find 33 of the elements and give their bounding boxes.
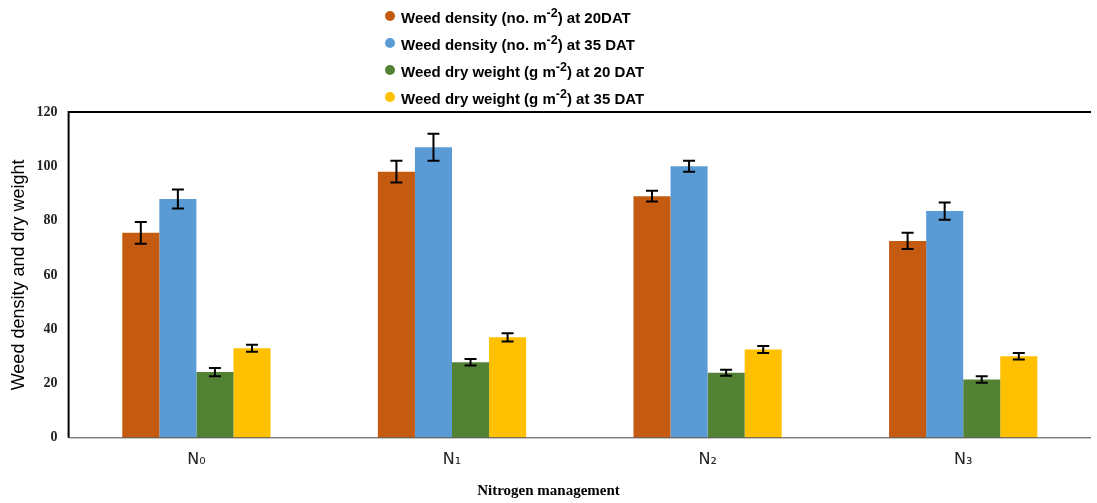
bar [159, 198, 197, 438]
bar [452, 362, 490, 438]
bar [889, 240, 927, 438]
y-tick-label: 100 [36, 157, 58, 173]
x-tick-label: N₂ [698, 448, 717, 468]
bar [414, 147, 452, 438]
bar [963, 379, 1001, 438]
x-axis-title: Nitrogen management [476, 482, 621, 499]
legend-label: Weed density (no. m$^{-2}$) at 35 DAT [401, 32, 635, 55]
legend-label: Weed density (no. m$^{-2}$) at 20DAT [401, 5, 631, 28]
bar [633, 196, 671, 438]
bar [122, 232, 160, 438]
x-tick-label: N₀ [187, 448, 206, 468]
bar [233, 348, 271, 438]
bar [744, 349, 782, 438]
y-axis-title: Weed density and dry weight [7, 159, 28, 391]
x-tick-label: N₃ [954, 448, 973, 468]
bar [707, 372, 745, 438]
bar [1000, 356, 1038, 438]
legend-label: Weed dry weight (g m$^{-2}$) at 20 DAT [401, 59, 645, 82]
legend-label: Weed dry weight (g m$^{-2}$) at 35 DAT [401, 86, 645, 109]
bar [926, 211, 964, 438]
bar [670, 166, 708, 438]
y-tick-label: 60 [43, 266, 58, 282]
y-tick-label: 120 [36, 103, 58, 119]
y-tick-label: 20 [43, 375, 58, 391]
x-tick-label: N₁ [442, 448, 462, 468]
bar [377, 171, 415, 438]
y-tick-label: 0 [50, 429, 58, 445]
y-tick-label: 80 [43, 212, 58, 228]
y-tick-label: 40 [43, 320, 58, 336]
bar [489, 337, 527, 438]
bar [196, 372, 234, 438]
